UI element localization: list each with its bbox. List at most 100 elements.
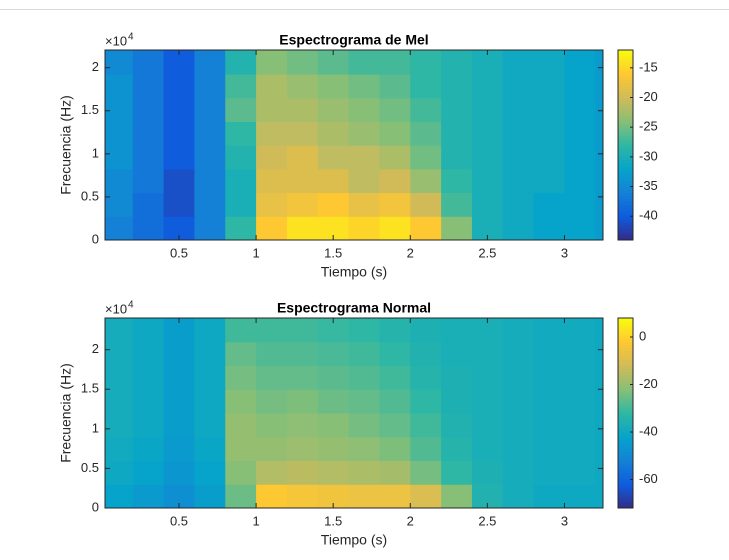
heatmap-cell [287, 169, 318, 193]
heatmap-cell [133, 318, 164, 342]
heatmap-cell [472, 169, 503, 193]
heatmap-cell [472, 122, 503, 146]
heatmap-cell [133, 193, 164, 217]
colorbar-strip [618, 53, 633, 56]
colorbar-strip [618, 466, 633, 469]
heatmap-cell [349, 193, 380, 217]
colorbar-strip [618, 327, 633, 330]
heatmap-cell [379, 437, 410, 461]
heatmap-cell [379, 169, 410, 193]
heatmap-cell [102, 366, 133, 390]
heatmap-cell [441, 193, 472, 217]
colorbar-strip [618, 472, 633, 475]
heatmap-cell [194, 169, 225, 193]
colorbar-strip [618, 371, 633, 374]
heatmap-cell [194, 318, 225, 342]
colorbar-strip [618, 181, 633, 184]
colorbar-strip [618, 416, 633, 419]
heatmap-cell [472, 145, 503, 169]
colorbar-strip [618, 368, 633, 371]
heatmap-cell [225, 193, 256, 217]
heatmap-cell [503, 145, 534, 169]
colorbar-strip [618, 68, 633, 71]
heatmap-cell [503, 461, 534, 485]
colorbar-strip [618, 318, 633, 321]
colorbar-strip [618, 324, 633, 327]
colorbar-strip [618, 484, 633, 487]
heatmap-cell [287, 318, 318, 342]
heatmap-cell [472, 389, 503, 413]
x-tick-label: 2.5 [478, 245, 496, 260]
colorbar-strip [618, 463, 633, 466]
heatmap-cell [349, 366, 380, 390]
x-tick-label: 2 [407, 245, 414, 260]
heatmap-cell [102, 145, 133, 169]
heatmap-cell [564, 389, 595, 413]
heatmap-cell [410, 413, 441, 437]
heatmap-cell [472, 74, 503, 98]
heatmap-cell [164, 366, 195, 390]
heatmap-cell [102, 389, 133, 413]
heatmap-cell [441, 461, 472, 485]
heatmap-cell [256, 413, 287, 437]
heatmap-cell [164, 98, 195, 122]
heatmap-cell [133, 74, 164, 98]
heatmap-cell [194, 437, 225, 461]
heatmap-cell [318, 169, 349, 193]
x-tick-label: 1 [252, 245, 259, 260]
colorbar-strip [618, 204, 633, 207]
heatmap-cell [164, 342, 195, 366]
heatmap-cell [133, 484, 164, 508]
colorbar-strip [618, 112, 633, 115]
colorbar-strip [618, 166, 633, 169]
heatmap-cell [379, 122, 410, 146]
heatmap-cell [564, 216, 595, 240]
heatmap-cell [410, 484, 441, 508]
heatmap-cell [225, 437, 256, 461]
colorbar-strip [618, 71, 633, 74]
heatmap-cell [379, 389, 410, 413]
heatmap-cell [534, 193, 565, 217]
heatmap-cell [287, 413, 318, 437]
heatmap-cell [102, 74, 133, 98]
colorbar-strip [618, 431, 633, 434]
heatmap-cell [410, 437, 441, 461]
colorbar-tick-label: -40 [639, 423, 658, 438]
heatmap-cell [379, 366, 410, 390]
heatmap-cell [503, 169, 534, 193]
heatmap-cell [564, 437, 595, 461]
heatmap-cell [194, 461, 225, 485]
heatmap-cell [379, 216, 410, 240]
heatmap-cell [133, 216, 164, 240]
heatmap-cell [256, 193, 287, 217]
heatmap-cell [318, 437, 349, 461]
heatmap [102, 318, 627, 509]
heatmap-cell [194, 389, 225, 413]
heatmap-cell [503, 437, 534, 461]
heatmap-cell [102, 193, 133, 217]
heatmap-cell [102, 461, 133, 485]
x-tick-label: 3 [561, 245, 568, 260]
figure: 0.511.522.5300.511.52×104Espectrograma d… [0, 0, 729, 560]
heatmap-cell [102, 484, 133, 508]
colorbar-strip [618, 136, 633, 139]
heatmap-cell [287, 461, 318, 485]
heatmap-cell [503, 342, 534, 366]
heatmap-cell [225, 50, 256, 74]
colorbar-strip [618, 77, 633, 80]
heatmap-cell [379, 318, 410, 342]
heatmap-cell [225, 484, 256, 508]
heatmap-cell [102, 216, 133, 240]
heatmap-cell [472, 413, 503, 437]
heatmap-cell [318, 98, 349, 122]
x-tick-label: 1.5 [324, 245, 342, 260]
heatmap-cell [379, 461, 410, 485]
heatmap [102, 50, 627, 240]
heatmap-cell [194, 122, 225, 146]
heatmap-cell [225, 122, 256, 146]
heatmap-cell [318, 74, 349, 98]
heatmap-cell [410, 193, 441, 217]
colorbar-strip [618, 207, 633, 210]
heatmap-cell [256, 216, 287, 240]
heatmap-cell [564, 169, 595, 193]
